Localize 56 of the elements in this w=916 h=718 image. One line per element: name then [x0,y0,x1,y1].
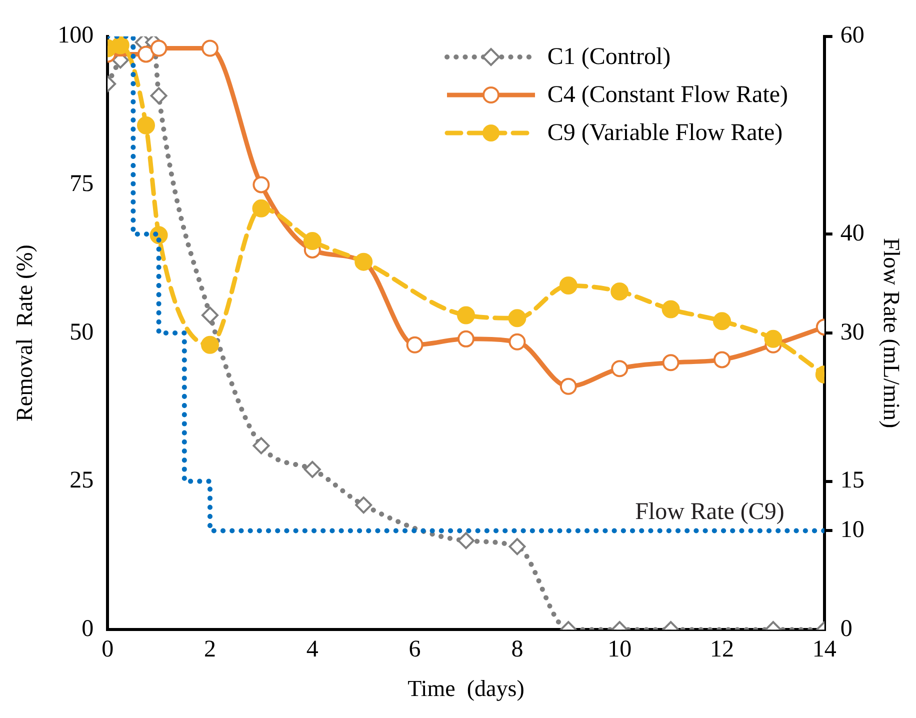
x-tick-label: 8 [511,636,524,662]
y2-tick-label: 0 [840,616,852,642]
point [508,538,526,556]
point [111,36,130,54]
y2-tick-label: 40 [840,220,864,246]
point [560,378,577,395]
point [202,306,218,324]
point [304,460,321,478]
point [252,176,270,194]
point [406,336,424,354]
series-label: Flow Rate (C9) [635,499,784,526]
x-tick-label: 2 [204,636,216,662]
point [252,437,270,454]
point [508,309,526,328]
x-tick-label: 14 [812,636,836,662]
legend-label: C9 (Variable Flow Rate) [547,119,783,148]
point [610,282,629,300]
point [150,87,168,104]
y2-tick-label: 10 [840,517,864,544]
point [662,300,680,318]
point [611,360,628,378]
x-axis-title: Time (days) [408,676,524,702]
y2-axis-title: Flow Rate (mL/min) [879,238,904,428]
point [508,333,526,350]
point [559,276,578,295]
point [662,354,680,372]
y-tick-label: 100 [58,22,94,49]
point [457,306,475,324]
point [764,330,782,348]
point [252,199,270,218]
point [150,40,168,57]
point [714,351,730,368]
y-tick-label: 50 [70,319,94,346]
y-tick-label: 0 [82,616,94,642]
x-tick-label: 6 [408,636,421,662]
y2-tick-label: 30 [840,319,864,346]
point [713,312,731,330]
y-tick-label: 25 [70,468,94,494]
point [355,496,372,514]
point [137,116,155,134]
point [138,46,154,63]
legend-label: C1 (Control) [547,43,671,72]
y-tick-label: 75 [70,170,94,197]
x-tick-label: 12 [710,636,734,662]
y2-tick-label: 60 [840,22,864,49]
point [202,40,218,57]
x-tick-label: 0 [102,636,114,662]
point [303,232,322,250]
point [458,532,474,550]
y-axis-title: Removal Rate (%) [12,244,37,422]
x-tick-label: 10 [608,636,632,662]
point [201,336,219,354]
point [458,330,474,348]
y2-tick-label: 15 [840,468,864,494]
legend-label: C4 (Constant Flow Rate) [547,81,788,110]
x-tick-label: 4 [306,636,318,662]
